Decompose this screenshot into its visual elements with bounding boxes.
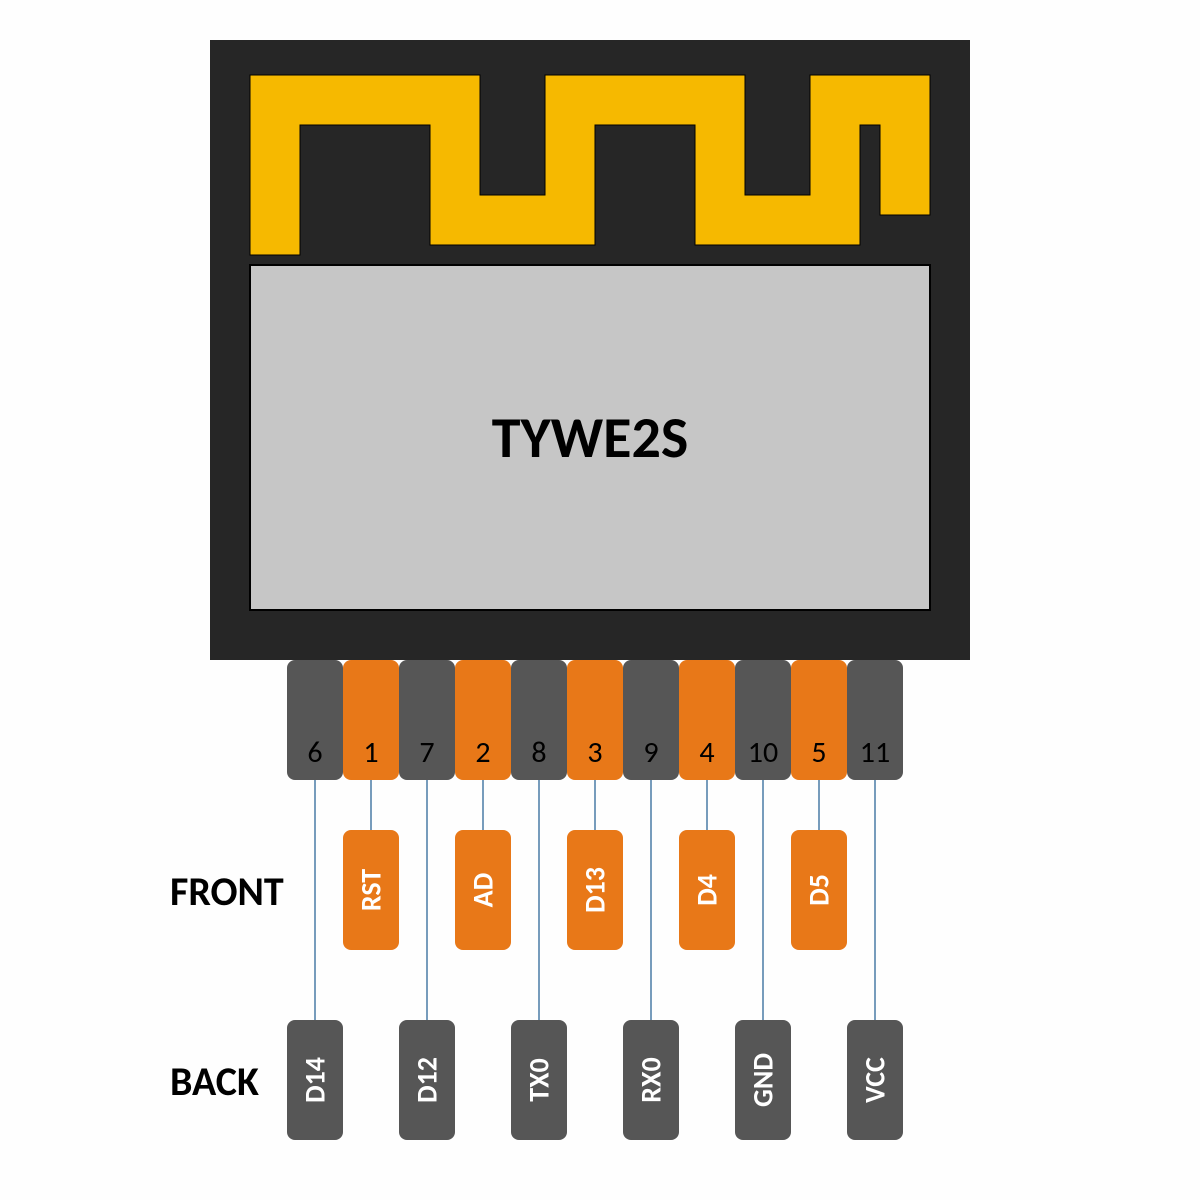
- pin-number: 3: [587, 734, 602, 771]
- back-pin-label: GND: [746, 1053, 781, 1107]
- back-title: BACK: [170, 1057, 259, 1106]
- front-pin-label: AD: [466, 872, 501, 907]
- pin-number: 1: [363, 734, 378, 771]
- back-pin-label: RX0: [634, 1057, 669, 1102]
- pin-number: 10: [748, 734, 778, 771]
- pinout-diagram: TYWE2S 6 1 7 2 8 3 9 4 10 5 11 FRONT BACK RST AD D13 D4 D5…: [0, 0, 1200, 1200]
- pin-number: 5: [811, 734, 826, 771]
- chip-label: TYWE2S: [492, 402, 689, 473]
- front-pin-label: RST: [354, 869, 389, 911]
- front-pin-label: D13: [578, 867, 613, 913]
- back-pin-label: D12: [410, 1057, 445, 1103]
- pin-number: 2: [475, 734, 490, 771]
- back-pin-label: TX0: [522, 1058, 557, 1101]
- back-pin-label: D14: [298, 1057, 333, 1103]
- pin-number: 11: [860, 734, 890, 771]
- pin-number: 7: [419, 734, 434, 771]
- back-pin-label: VCC: [858, 1057, 893, 1103]
- pin-number: 9: [643, 734, 658, 771]
- pin-number: 6: [307, 734, 322, 771]
- front-title: FRONT: [170, 867, 284, 916]
- pin-number: 4: [699, 734, 714, 771]
- front-pin-label: D4: [690, 874, 725, 906]
- front-pin-label: D5: [802, 874, 837, 906]
- pin-number: 8: [531, 734, 546, 771]
